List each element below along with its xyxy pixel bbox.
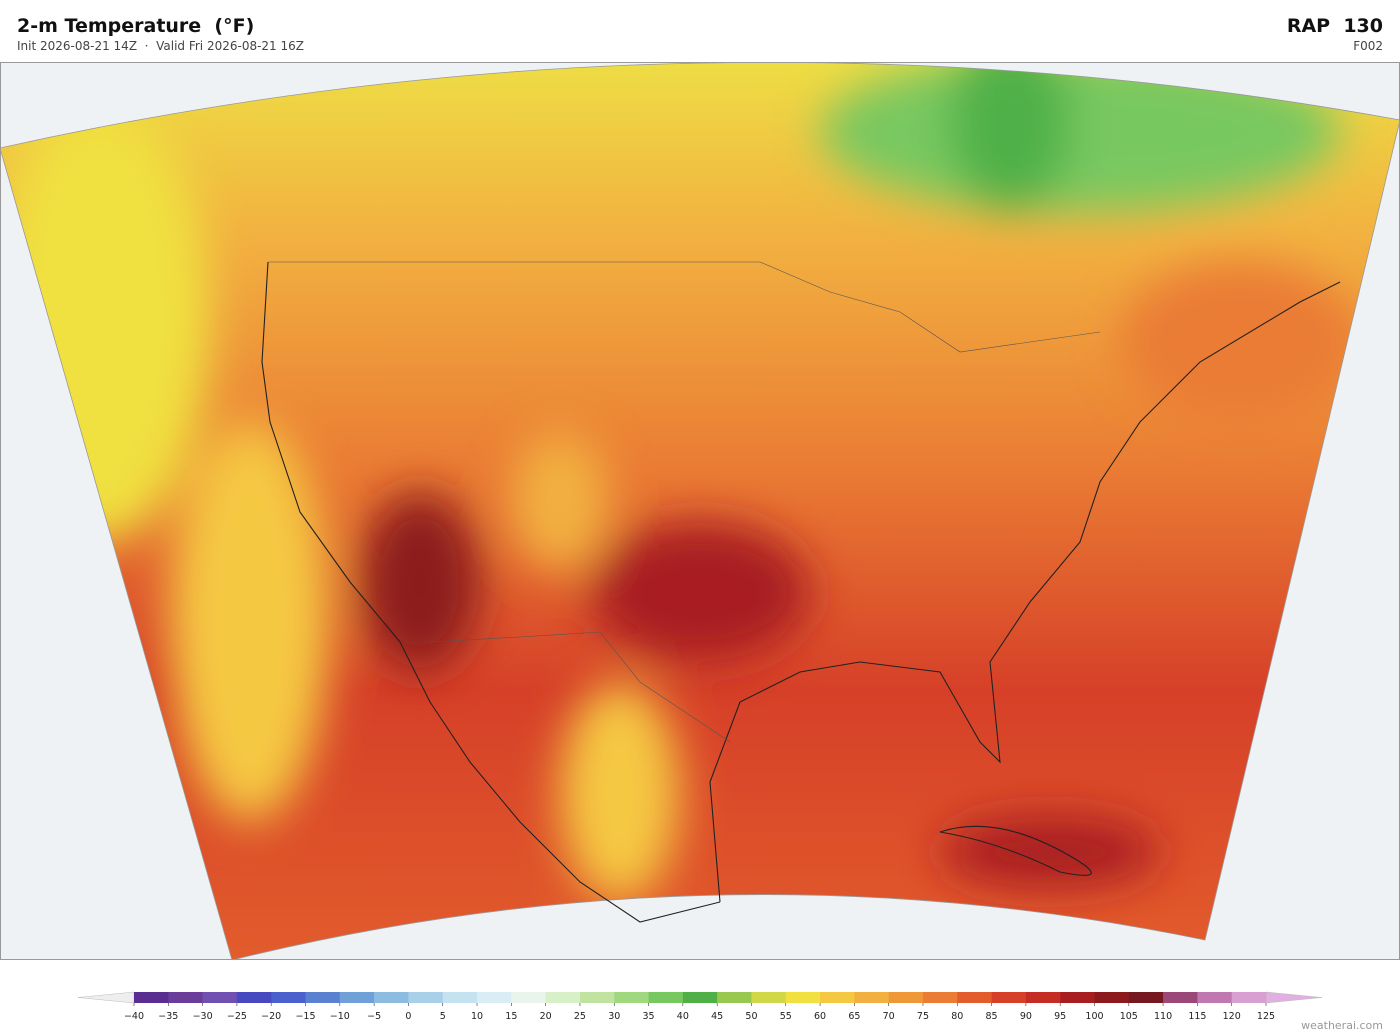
colorbar: −40 −35 −30 −25 −20 −15 −10 −5 0 5 10 15 20 25 30 35 40 4… — [77, 991, 1323, 1022]
colorbar-bin — [271, 992, 306, 1003]
colorbar-bin — [1197, 992, 1232, 1003]
title: 2-m Temperature (°F) — [17, 15, 255, 37]
colorbar-bin — [648, 992, 684, 1003]
colorbar-bin — [511, 992, 546, 1003]
colorbar-bin — [442, 992, 478, 1003]
colorbar-bin — [477, 992, 512, 1003]
colorbar-tick-label: 125 — [1257, 1011, 1275, 1022]
colorbar-tick-label: 40 — [677, 1011, 689, 1022]
colorbar-tick-label: −35 — [158, 1011, 178, 1022]
borders — [268, 261, 1101, 743]
colorbar-bin — [236, 992, 272, 1003]
colorbar-tick-label: 115 — [1188, 1011, 1206, 1022]
colorbar-bin — [1060, 992, 1095, 1003]
colorbar-bin — [305, 992, 341, 1003]
colorbar-tick-label: 65 — [848, 1011, 860, 1022]
colorbar-tick-label: −25 — [227, 1011, 247, 1022]
colorbar-bin — [339, 992, 375, 1003]
colorbar-tick-label: 0 — [405, 1011, 411, 1022]
forecast-hour: F002 — [1353, 39, 1383, 53]
colorbar-tick-label: 25 — [574, 1011, 586, 1022]
colorbar-bin — [957, 992, 992, 1003]
colorbar-bin — [991, 992, 1027, 1003]
colorbar-under — [77, 991, 135, 1004]
subtitle: Init 2026-08-21 14Z · Valid Fri 2026-08-… — [17, 39, 304, 53]
colorbar-bin — [168, 992, 203, 1003]
colorbar-tick-label: −30 — [193, 1011, 213, 1022]
colorbar-bin — [820, 992, 855, 1003]
model: RAP 130 — [1286, 15, 1383, 37]
colorbar-bin — [202, 992, 238, 1003]
colorbar-bin — [1128, 992, 1164, 1003]
colorbar-tick-label: −40 — [124, 1011, 144, 1022]
colorbar-tick-label: 80 — [951, 1011, 963, 1022]
colorbar-tick-label: 15 — [505, 1011, 517, 1022]
colorbar-tick-label: −10 — [330, 1011, 350, 1022]
colorbar-tick-label: 85 — [986, 1011, 998, 1022]
colorbar-tick-label: −5 — [367, 1011, 381, 1022]
colorbar-tick-label: 105 — [1120, 1011, 1138, 1022]
colorbar-tick-label: 100 — [1085, 1011, 1103, 1022]
colorbar-tick-label: 45 — [711, 1011, 723, 1022]
colorbar-bin — [1163, 992, 1198, 1003]
colorbar-bin — [408, 992, 444, 1003]
colorbar-tick-label: 50 — [745, 1011, 757, 1022]
colorbar-tick-label: 35 — [642, 1011, 654, 1022]
credit: weatherai.com — [1301, 1019, 1383, 1032]
temperature-field — [0, 62, 1400, 960]
colorbar-bin — [374, 992, 409, 1003]
colorbar-bin — [1094, 992, 1130, 1003]
colorbar-over — [1265, 991, 1323, 1004]
colorbar-bin — [922, 992, 958, 1003]
coastlines — [261, 261, 1341, 923]
colorbar-bin — [717, 992, 752, 1003]
colorbar-tick-label: 20 — [540, 1011, 552, 1022]
colorbar-bin — [1231, 992, 1267, 1003]
colorbar-tick-label: 55 — [780, 1011, 792, 1022]
colorbar-bin — [134, 992, 169, 1003]
map — [0, 62, 1400, 960]
colorbar-tick-label: 70 — [883, 1011, 895, 1022]
colorbar-tick-label: 60 — [814, 1011, 826, 1022]
colorbar-tick-label: 120 — [1223, 1011, 1241, 1022]
colorbar-bin — [785, 992, 821, 1003]
colorbar-bin — [888, 992, 924, 1003]
colorbar-bin — [614, 992, 649, 1003]
colorbar-bin — [751, 992, 787, 1003]
colorbar-tick-label: 95 — [1054, 1011, 1066, 1022]
colorbar-bin — [854, 992, 889, 1003]
colorbar-tick-label: 30 — [608, 1011, 620, 1022]
colorbar-bin — [682, 992, 718, 1003]
colorbar-tick-label: −15 — [295, 1011, 315, 1022]
colorbar-bin — [545, 992, 581, 1003]
colorbar-bin — [1025, 992, 1061, 1003]
colorbar-tick-label: −20 — [261, 1011, 281, 1022]
colorbar-tick-label: 10 — [471, 1011, 483, 1022]
colorbar-tick-label: 5 — [440, 1011, 446, 1022]
colorbar-tick-label: 90 — [1020, 1011, 1032, 1022]
colorbar-bin — [579, 992, 615, 1003]
colorbar-tick-label: 75 — [917, 1011, 929, 1022]
colorbar-tick-label: 110 — [1154, 1011, 1172, 1022]
